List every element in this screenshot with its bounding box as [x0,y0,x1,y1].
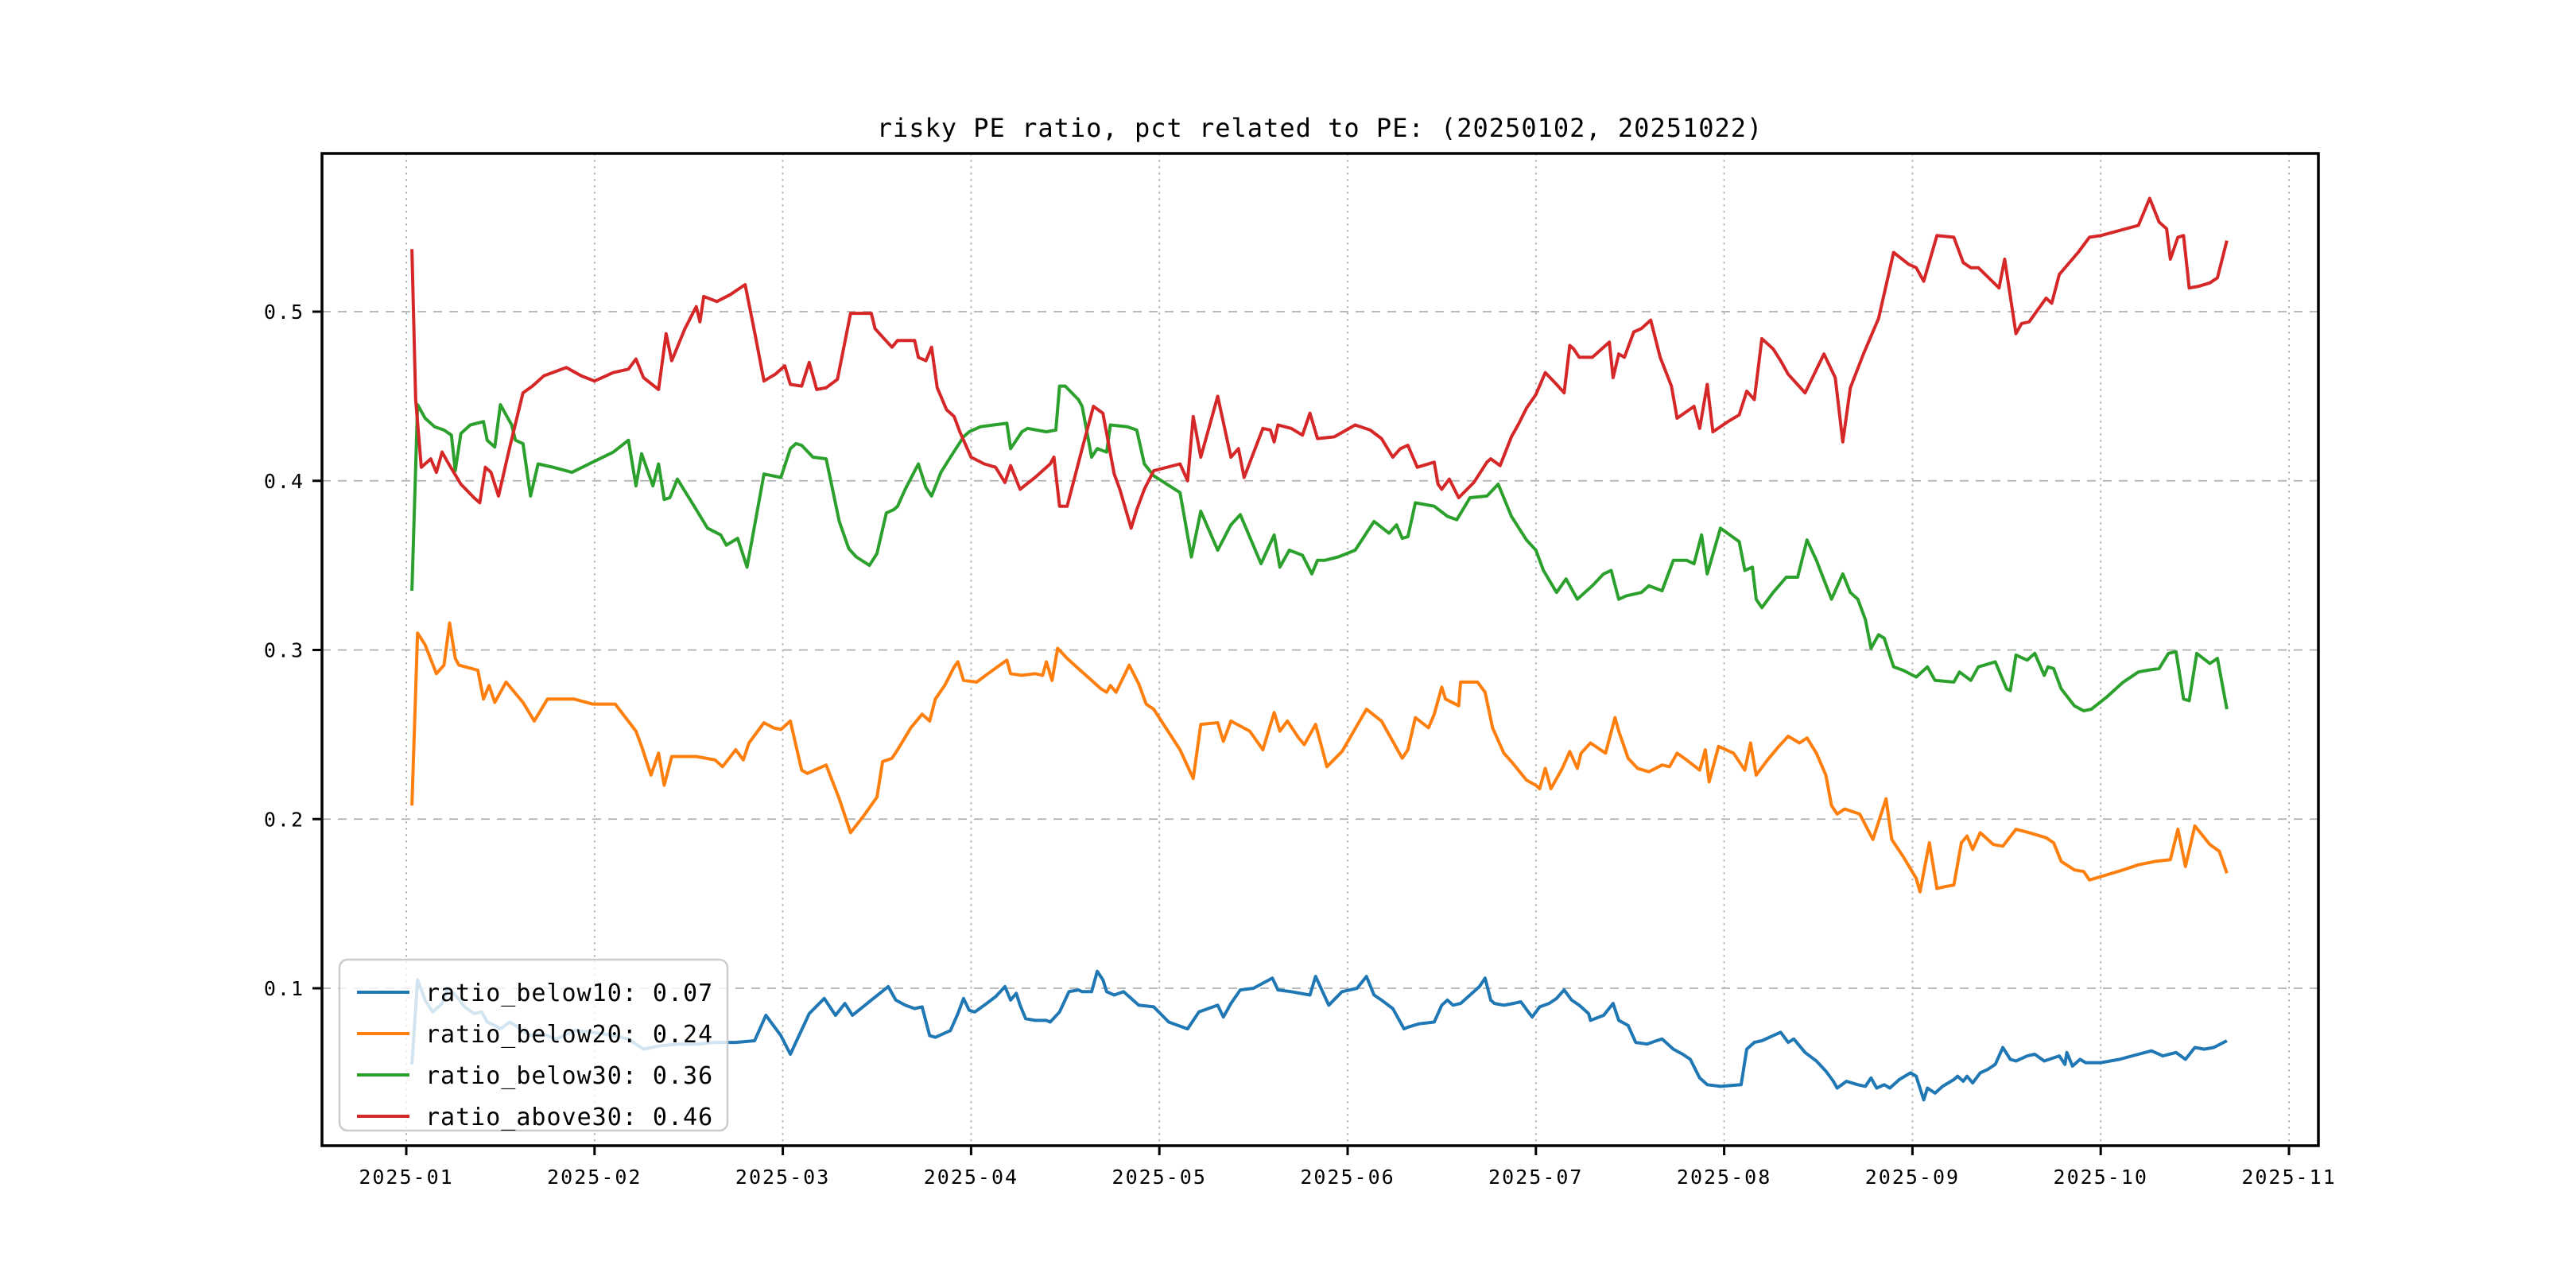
x-tick-label: 2025-09 [1865,1166,1960,1189]
x-tick-label: 2025-02 [547,1166,642,1189]
axis-labels: 0.1 0.2 0.3 0.4 0.5 2025-01 2025-02 2025-03 2025… [264,301,2336,1189]
y-tick-label: 0.3 [264,639,305,662]
series-line-ratio_below20 [410,621,2229,894]
y-tick-label: 0.1 [264,977,305,1000]
legend-entry-ratio_below30: ratio_below30: 0.36 [425,1062,713,1090]
series-line-ratio_above30 [410,196,2229,530]
y-tick-label: 0.5 [264,301,305,324]
x-tick-label: 2025-05 [1112,1166,1207,1189]
x-tick-label: 2025-03 [735,1166,830,1189]
legend: ratio_below10: 0.07 ratio_below20: 0.24 ra… [338,958,729,1132]
x-tick-label: 2025-08 [1677,1166,1771,1189]
x-tick-label: 2025-06 [1300,1166,1395,1189]
x-tick-label: 2025-04 [924,1166,1018,1189]
gridlines [322,153,2318,1146]
series-lines [410,196,2229,1102]
series-line-ratio_below30 [410,384,2229,713]
series-line-ratio_below10 [410,969,2228,1102]
x-tick-label: 2025-07 [1488,1166,1583,1189]
legend-entry-ratio_below20: ratio_below20: 0.24 [425,1021,713,1049]
legend-box [338,958,729,1132]
x-tick-label: 2025-01 [359,1166,453,1189]
y-tick-label: 0.2 [264,808,305,831]
x-tick-label: 2025-10 [2054,1166,2148,1189]
legend-entry-ratio_above30: ratio_above30: 0.46 [425,1104,713,1131]
x-tick-label: 2025-11 [2241,1166,2336,1189]
chart-title: risky PE ratio, pct related to PE: (2025… [877,113,1763,143]
axes [312,152,2320,1155]
y-tick-label: 0.4 [264,470,305,493]
legend-entry-ratio_below10: ratio_below10: 0.07 [425,980,713,1007]
